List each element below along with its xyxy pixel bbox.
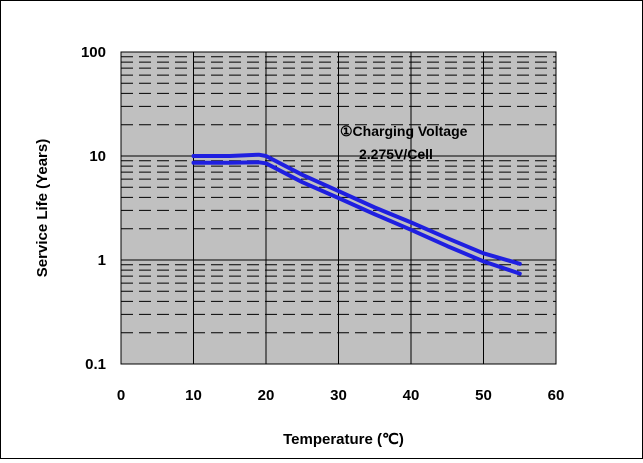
x-tick-label: 20 — [258, 387, 275, 404]
y-tick-label: 1 — [98, 252, 106, 269]
y-tick-label: 10 — [89, 148, 106, 165]
x-axis-label: Temperature (℃) — [283, 431, 404, 448]
y-axis-label: Service Life (Years) — [34, 139, 51, 277]
series-line-1 — [191, 152, 522, 266]
x-tick-label: 10 — [185, 387, 202, 404]
x-tick-label: 30 — [330, 387, 347, 404]
y-tick-label: 0.1 — [85, 356, 106, 373]
tick-labels: 0 10 20 30 40 50 60 0.1 1 10 100 — [81, 44, 564, 404]
x-tick-label: 0 — [117, 387, 125, 404]
series-layer — [191, 152, 522, 276]
y-tick-label: 100 — [81, 44, 106, 61]
annotation-line-2: 2.275V/Cell — [359, 146, 433, 162]
x-tick-label: 60 — [548, 387, 565, 404]
plot-border — [120, 51, 557, 365]
x-tick-label: 50 — [475, 387, 492, 404]
series-line-2 — [191, 160, 522, 276]
x-tick-label: 40 — [403, 387, 420, 404]
annotation-line-1: ①Charging Voltage — [340, 123, 468, 139]
